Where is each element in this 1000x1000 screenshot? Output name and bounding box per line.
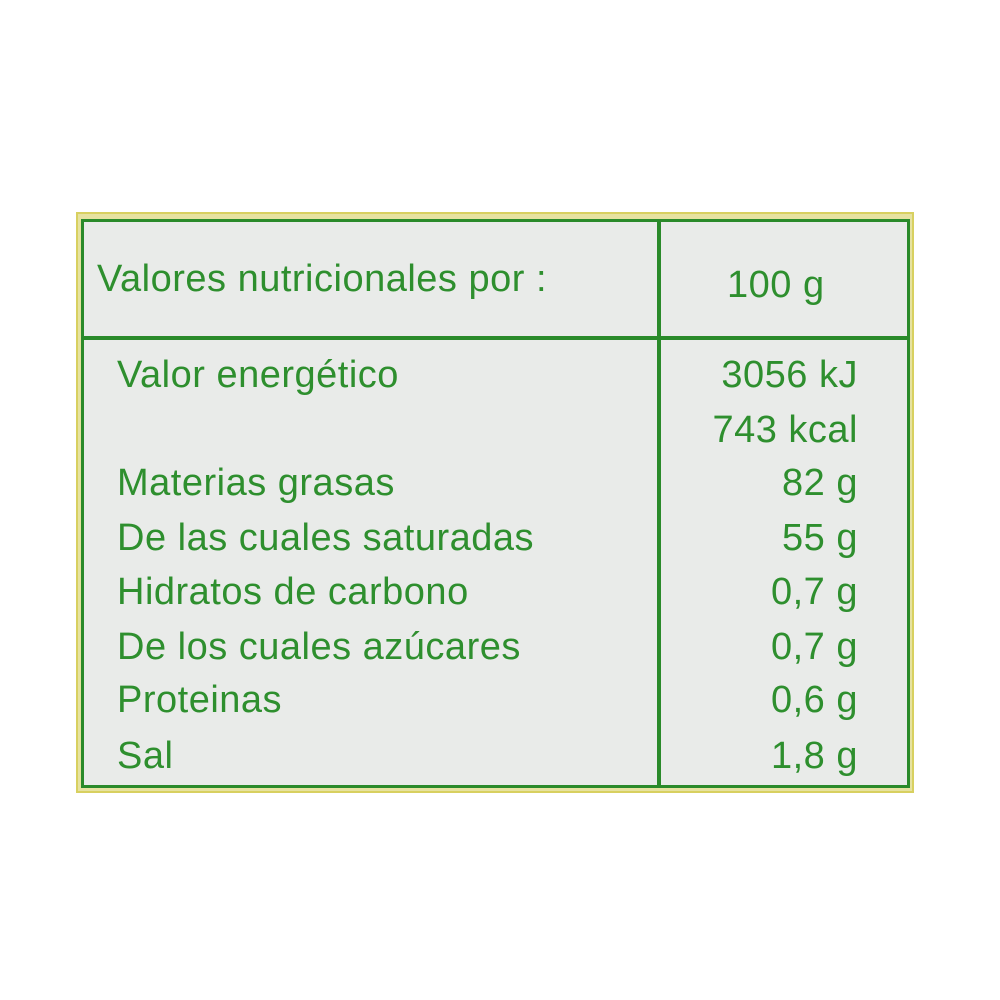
row-name: Proteinas: [117, 679, 283, 721]
row-value: 55 g: [782, 517, 858, 559]
row-value: 743 kcal: [712, 409, 858, 451]
row-name: Materias grasas: [117, 462, 395, 504]
row-value: 3056 kJ: [721, 354, 858, 396]
header-unit: 100 g: [727, 264, 825, 306]
row-value: 0,7 g: [770, 626, 858, 668]
row-value: 0,6 g: [770, 679, 858, 721]
row-name: Sal: [117, 735, 174, 777]
header-divider: [81, 336, 910, 340]
column-divider: [657, 219, 661, 788]
row-value: 0,7 g: [770, 571, 858, 613]
row-value: 82 g: [782, 462, 858, 504]
row-name: Valor energético: [117, 354, 399, 396]
header-label: Valores nutricionales por :: [97, 258, 548, 300]
nutrition-table: [81, 219, 910, 788]
row-name: Hidratos de carbono: [117, 571, 469, 613]
row-value: 1,8 g: [770, 735, 858, 777]
row-name: De los cuales azúcares: [117, 626, 521, 668]
row-name: De las cuales saturadas: [117, 517, 535, 559]
